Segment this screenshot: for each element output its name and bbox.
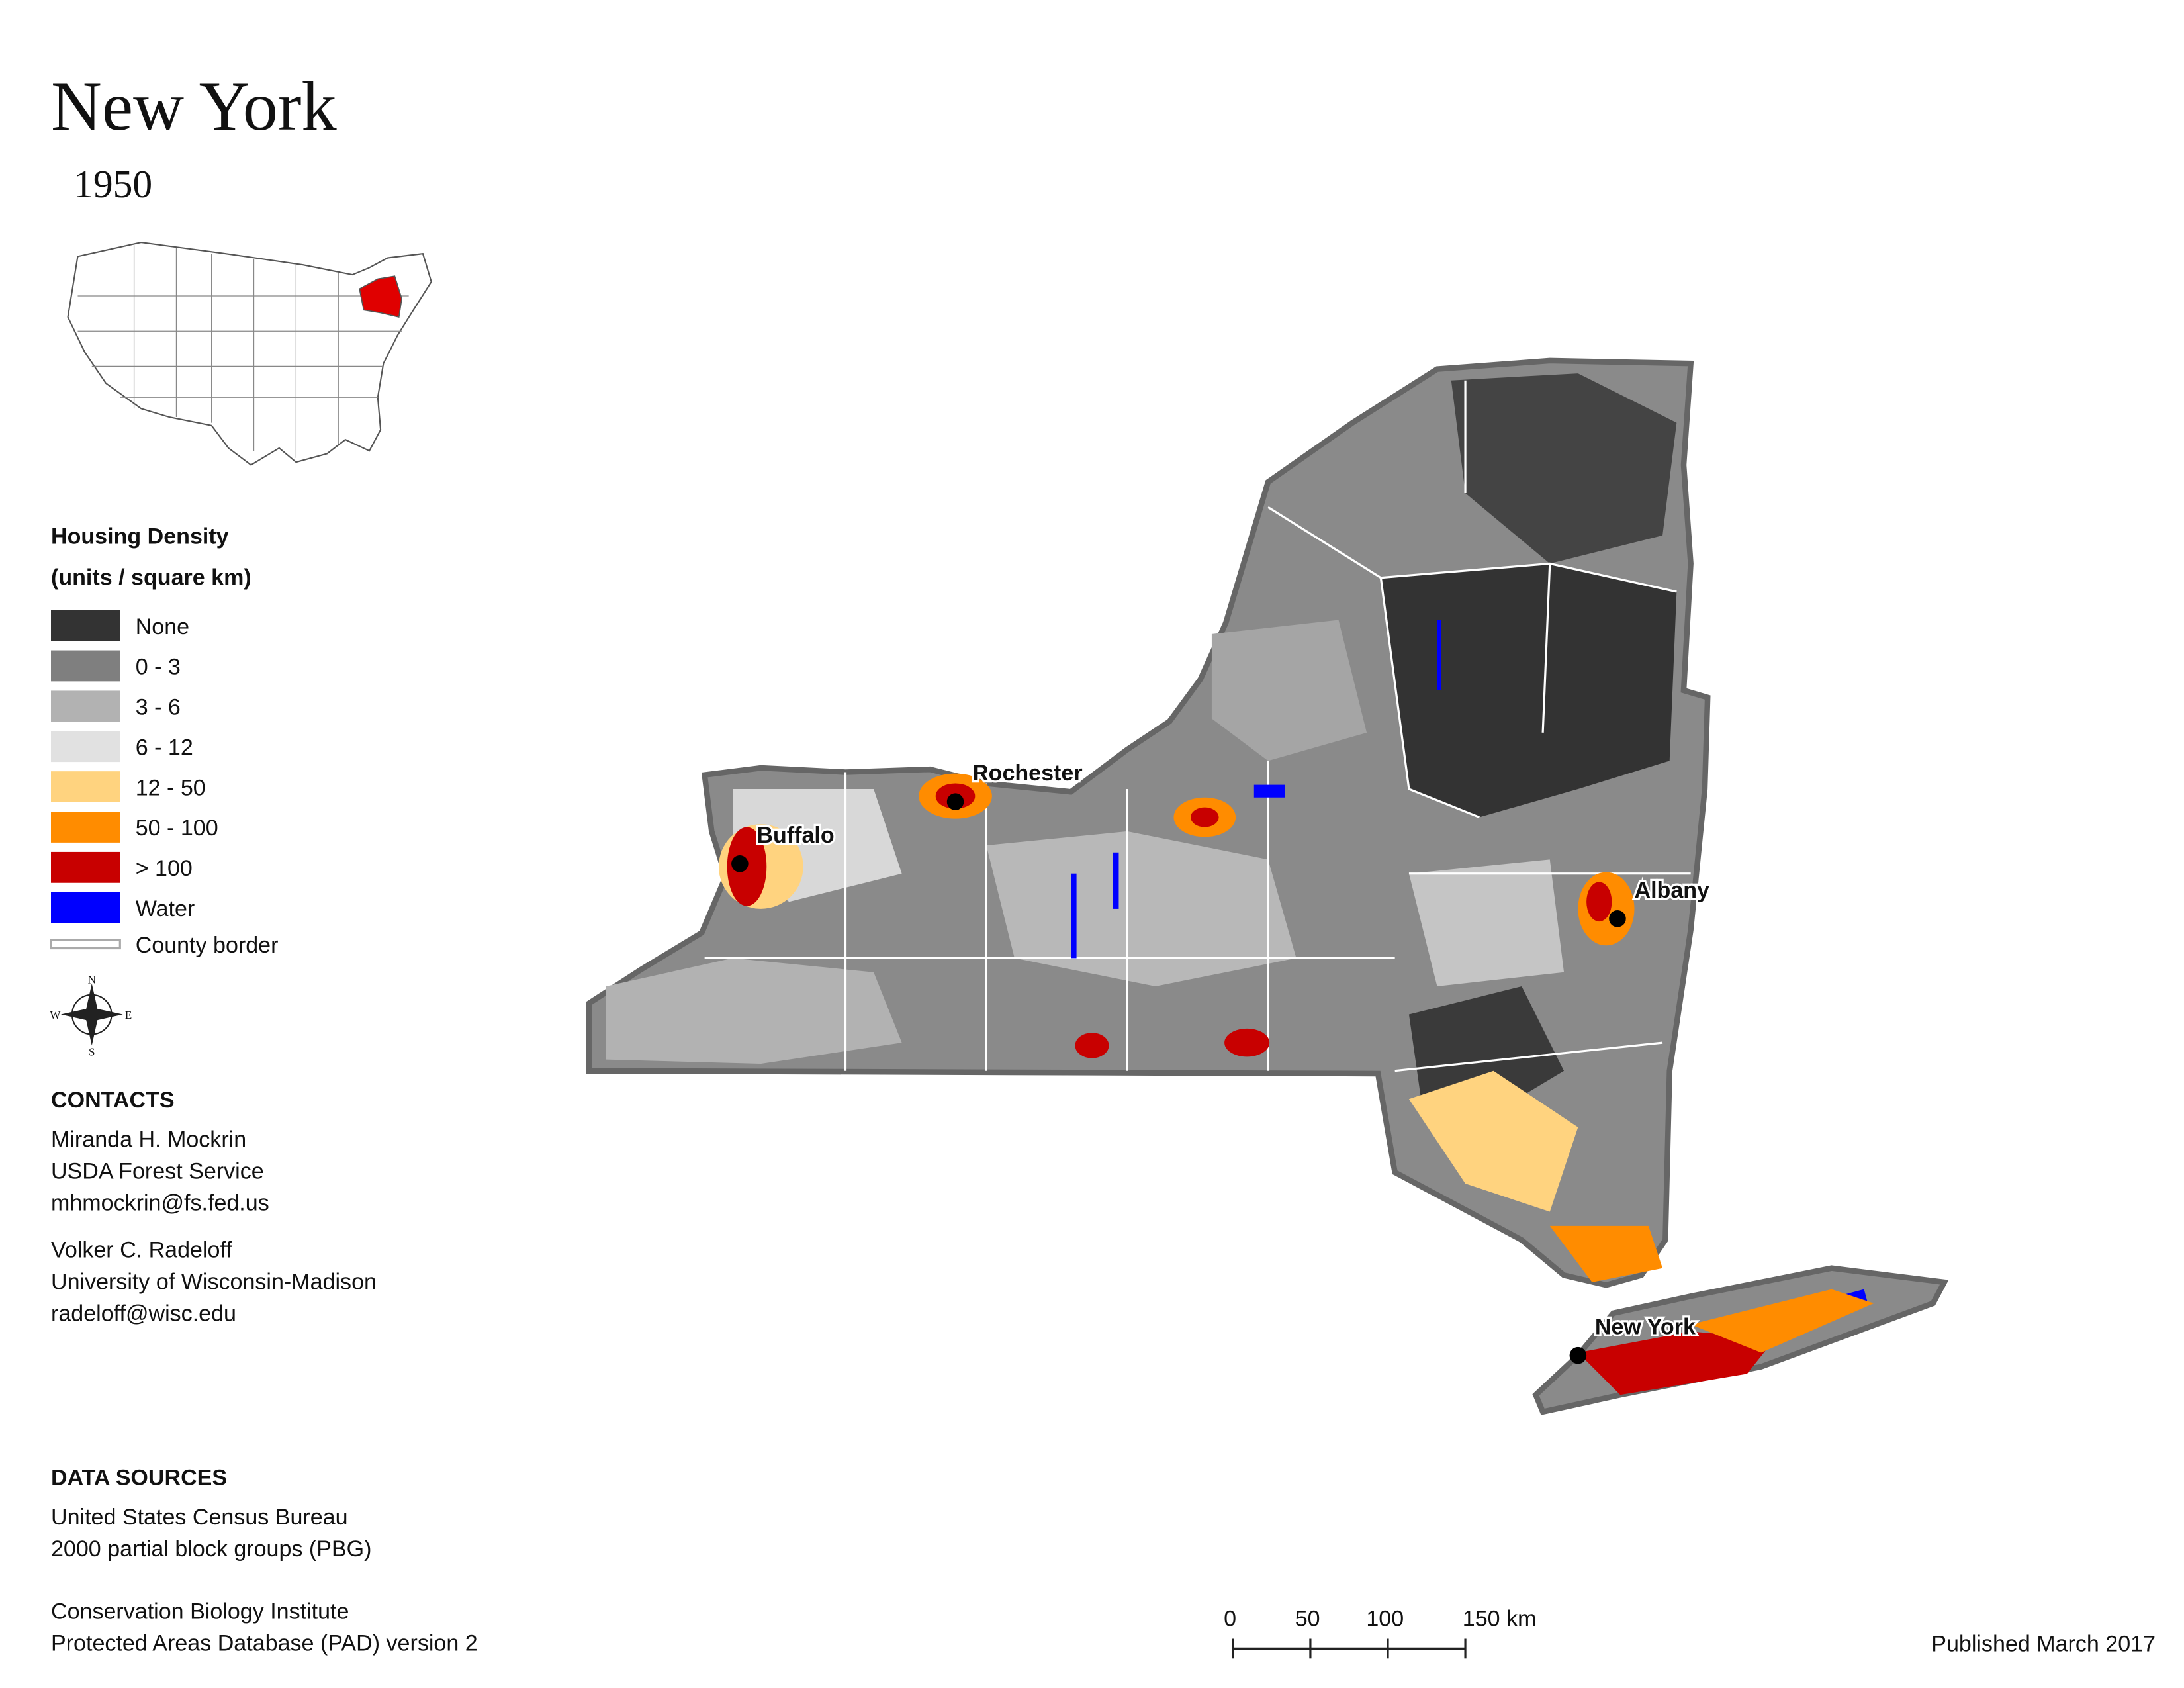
source-line: 2000 partial block groups (PBG)	[51, 1536, 371, 1562]
city-dot	[731, 855, 749, 872]
legend-swatch	[51, 610, 120, 641]
contact-line: Miranda H. Mockrin	[51, 1127, 246, 1152]
source-line: Conservation Biology Institute	[51, 1599, 349, 1624]
city-label: New York	[1595, 1315, 1696, 1340]
map-subtitle: 1950	[73, 162, 152, 206]
compass-s: S	[89, 1045, 95, 1058]
contacts-heading: CONTACTS	[51, 1088, 175, 1113]
scale-label: 150 km	[1463, 1606, 1537, 1631]
contact-line: mhmockrin@fs.fed.us	[51, 1190, 269, 1215]
legend-label: > 100	[136, 856, 193, 881]
border-swatch	[50, 939, 121, 950]
cities: Rochester Buffalo Albany New York	[731, 759, 1711, 1364]
legend-swatch	[51, 771, 120, 802]
compass-w: W	[50, 1009, 61, 1021]
legend-swatch	[51, 892, 120, 923]
us-inset	[67, 242, 432, 466]
compass: N E S W	[50, 974, 132, 1058]
source-line: Protected Areas Database (PAD) version 2	[51, 1631, 478, 1656]
contact-line: USDA Forest Service	[51, 1159, 264, 1184]
urban-areas	[718, 773, 1874, 1395]
contact-line: Volker C. Radeloff	[51, 1238, 232, 1263]
contacts: Miranda H. Mockrin USDA Forest Service mhm…	[51, 1127, 377, 1327]
legend-swatch	[51, 690, 120, 722]
legend-swatch	[51, 731, 120, 763]
density-texture	[606, 373, 1677, 1212]
legend-label: County border	[136, 933, 279, 958]
legend: None 0 - 3 3 - 6 6 - 12 12 - 50 50 - 100 > 100…	[51, 610, 218, 923]
scale-label: 0	[1224, 1606, 1236, 1631]
city-dot	[1609, 910, 1626, 927]
city-label: Buffalo	[756, 823, 834, 848]
legend-label: 0 - 3	[136, 655, 181, 680]
legend-label: 3 - 6	[136, 695, 181, 720]
state-map	[586, 357, 1949, 1415]
inset-highlight	[359, 275, 402, 318]
legend-label: 50 - 100	[136, 816, 218, 841]
legend-swatch	[51, 650, 120, 682]
data-sources: United States Census Bureau 2000 partial …	[51, 1505, 478, 1656]
legend-label: 6 - 12	[136, 735, 193, 760]
county-borders	[704, 380, 1691, 1072]
contact-line: radeloff@wisc.edu	[51, 1301, 236, 1327]
city-label: Rochester	[972, 761, 1083, 786]
legend-label: None	[136, 614, 189, 639]
city-dot	[946, 793, 964, 810]
city-dot	[1569, 1346, 1587, 1364]
city-label: Albany	[1634, 878, 1709, 903]
legend-label: 12 - 50	[136, 775, 206, 800]
map-title: New York	[51, 68, 337, 146]
scale-bar: 0 50 100 150 km	[1224, 1606, 1537, 1659]
compass-e: E	[125, 1009, 132, 1021]
scale-label: 100	[1366, 1606, 1404, 1631]
legend-swatch	[51, 812, 120, 843]
legend-label: Water	[136, 896, 195, 921]
scale-label: 50	[1295, 1606, 1320, 1631]
compass-n: N	[88, 974, 96, 986]
sources-heading: DATA SOURCES	[51, 1465, 227, 1490]
legend-swatch	[51, 851, 120, 883]
legend-subtitle: (units / square km)	[51, 565, 251, 590]
contact-line: University of Wisconsin-Madison	[51, 1270, 377, 1295]
source-line: United States Census Bureau	[51, 1505, 348, 1530]
published: Published March 2017	[1931, 1632, 2156, 1657]
us-outline	[67, 242, 432, 466]
legend-title: Housing Density	[51, 524, 229, 549]
